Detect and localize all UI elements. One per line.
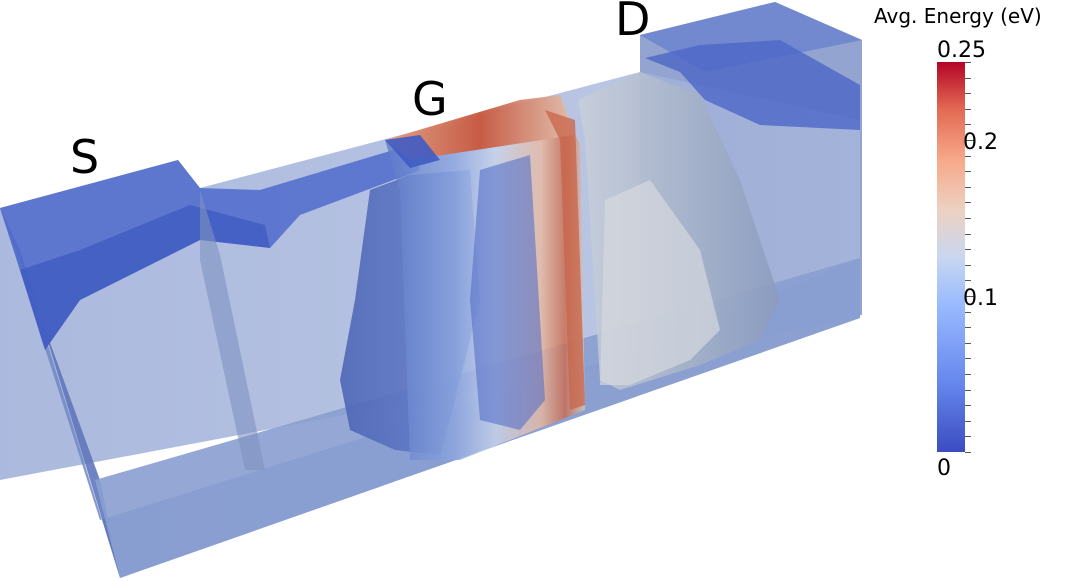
colorbar-tick xyxy=(965,312,971,313)
colorbar-tick xyxy=(965,234,971,235)
colorbar-tick xyxy=(965,140,975,141)
colorbar-tick xyxy=(965,405,971,406)
colorbar-tick-label-0-1: 0.1 xyxy=(963,286,998,311)
gate-texture xyxy=(470,155,545,430)
colorbar-tick xyxy=(965,171,971,172)
colorbar-tick xyxy=(965,109,971,110)
colorbar-max-label: 0.25 xyxy=(937,38,986,63)
colorbar-tick xyxy=(965,249,971,250)
colorbar-tick xyxy=(965,327,971,328)
colorbar-tick xyxy=(965,343,971,344)
source-channel-surface xyxy=(0,145,420,350)
gate-hot-edge xyxy=(385,95,575,160)
colorbar-tick xyxy=(965,280,971,281)
colorbar-tick xyxy=(965,93,971,94)
colorbar-min-label: 0 xyxy=(937,456,951,481)
colorbar-tick xyxy=(965,390,971,391)
source-channel-shadow xyxy=(20,205,270,350)
colorbar-tick xyxy=(965,62,971,63)
colorbar-tick xyxy=(965,296,975,297)
colorbar-tick xyxy=(965,156,971,157)
gate-label: G xyxy=(412,72,448,126)
gate-hot-sidewall xyxy=(545,110,585,410)
drain-isosurface-front xyxy=(600,180,720,385)
gate-channel-surface xyxy=(385,135,440,168)
colorbar-tick xyxy=(965,187,971,188)
colorbar-tick xyxy=(965,374,971,375)
colorbar-tick xyxy=(965,436,971,437)
source-label: S xyxy=(70,130,100,184)
colorbar-tick-label-0-2: 0.2 xyxy=(963,130,998,155)
colorbar-tick xyxy=(965,452,971,453)
colorbar-tick xyxy=(965,78,971,79)
colorbar-tick xyxy=(965,124,971,125)
colorbar-tick xyxy=(965,358,971,359)
source-partition xyxy=(200,190,265,470)
colorbar-tick xyxy=(965,202,971,203)
colorbar-tick xyxy=(965,421,971,422)
colorbar-tick xyxy=(965,265,971,266)
drain-channel-surface xyxy=(645,40,860,130)
drain-label: D xyxy=(615,0,651,46)
colorbar xyxy=(937,62,965,452)
colorbar-title: Avg. Energy (eV) xyxy=(874,4,1042,28)
colorbar-tick xyxy=(965,218,971,219)
